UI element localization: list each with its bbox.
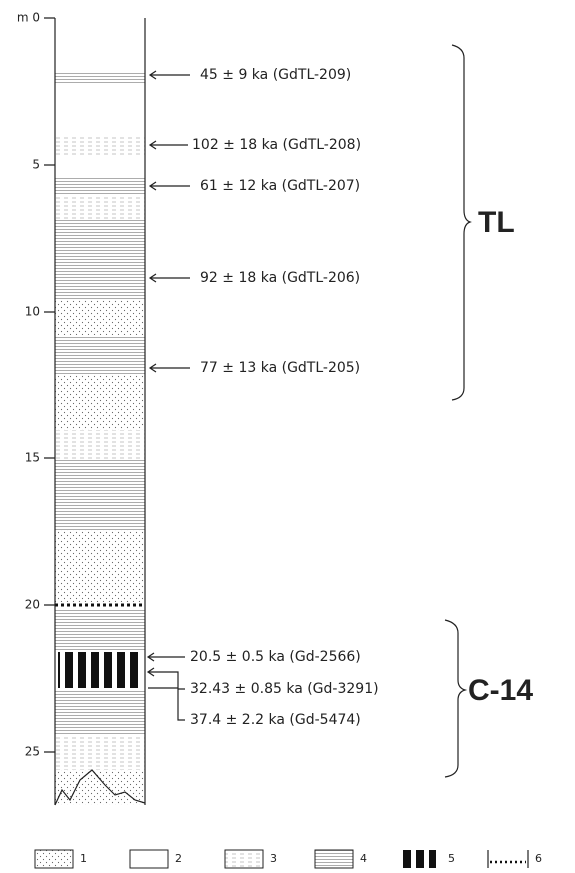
column bbox=[54, 18, 146, 806]
group-label: TL bbox=[478, 206, 515, 239]
date-label: 32.43 ± 0.85 ka (Gd-3291) bbox=[190, 681, 379, 697]
depth-label: 15 bbox=[25, 451, 40, 465]
date-label: 77 ± 13 ka (GdTL-205) bbox=[200, 360, 360, 376]
depth-axis: m 0 5 10 15 20 25 bbox=[17, 11, 55, 759]
date-label: 45 ± 9 ka (GdTL-209) bbox=[200, 67, 351, 83]
date-label: 92 ± 18 ka (GdTL-206) bbox=[200, 270, 360, 286]
date-label: 102 ± 18 ka (GdTL-208) bbox=[192, 137, 361, 153]
depth-label: m 0 bbox=[17, 11, 40, 25]
legend-label: 6 bbox=[535, 852, 542, 865]
depth-label: 25 bbox=[25, 745, 40, 759]
legend-label: 3 bbox=[270, 852, 277, 865]
tl-dates: 45 ± 9 ka (GdTL-209) 102 ± 18 ka (GdTL-2… bbox=[148, 44, 515, 401]
date-label: 20.5 ± 0.5 ka (Gd-2566) bbox=[190, 649, 361, 665]
date-label: 61 ± 12 ka (GdTL-207) bbox=[200, 178, 360, 194]
c14-dates: 20.5 ± 0.5 ka (Gd-2566) 32.43 ± 0.85 ka … bbox=[146, 619, 533, 778]
group-label: C-14 bbox=[468, 674, 533, 707]
date-label: 37.4 ± 2.2 ka (Gd-5474) bbox=[190, 712, 361, 728]
depth-label: 10 bbox=[25, 305, 40, 319]
depth-label: 5 bbox=[32, 158, 40, 172]
legend: 1 2 3 4 5 6 bbox=[34, 849, 542, 869]
depth-label: 20 bbox=[25, 598, 40, 612]
legend-label: 4 bbox=[360, 852, 367, 865]
legend-label: 5 bbox=[448, 852, 455, 865]
legend-label: 2 bbox=[175, 852, 182, 865]
legend-label: 1 bbox=[80, 852, 87, 865]
